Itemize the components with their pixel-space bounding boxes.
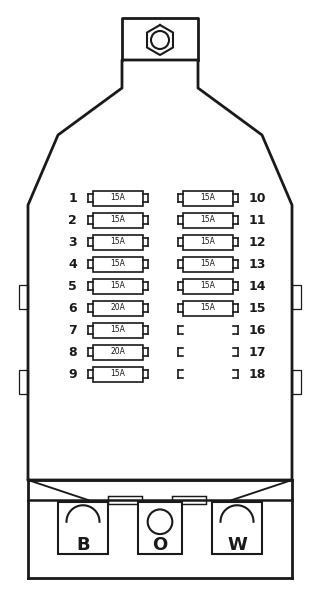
Bar — [183, 256, 233, 271]
Text: 15A: 15A — [201, 282, 215, 291]
Text: 1: 1 — [68, 192, 77, 204]
Bar — [19, 370, 28, 394]
Bar — [212, 502, 262, 554]
Text: 15A: 15A — [201, 194, 215, 203]
Text: 18: 18 — [249, 367, 266, 380]
Bar — [183, 279, 233, 294]
Text: 15A: 15A — [111, 370, 125, 379]
Bar — [93, 300, 143, 315]
Bar — [183, 191, 233, 206]
Bar — [93, 344, 143, 359]
Text: 3: 3 — [68, 236, 77, 248]
Circle shape — [148, 510, 172, 534]
Text: 15A: 15A — [201, 259, 215, 268]
Circle shape — [151, 31, 169, 49]
Text: 15A: 15A — [111, 282, 125, 291]
Text: 5: 5 — [68, 280, 77, 292]
Text: 8: 8 — [68, 346, 77, 359]
Bar — [108, 496, 142, 504]
Text: 12: 12 — [249, 236, 267, 248]
Text: 10: 10 — [249, 192, 267, 204]
Text: 13: 13 — [249, 257, 266, 271]
Bar — [93, 256, 143, 271]
Bar — [183, 235, 233, 250]
Text: 15A: 15A — [111, 215, 125, 224]
Text: 2: 2 — [68, 213, 77, 227]
Text: 11: 11 — [249, 213, 267, 227]
Text: 9: 9 — [68, 367, 77, 380]
Bar — [183, 300, 233, 315]
Text: 15: 15 — [249, 302, 267, 315]
Text: 15A: 15A — [111, 326, 125, 335]
Bar — [93, 191, 143, 206]
Text: 15A: 15A — [201, 215, 215, 224]
Bar — [93, 367, 143, 382]
Bar — [172, 496, 206, 504]
Bar — [19, 285, 28, 309]
Bar — [93, 323, 143, 338]
Bar — [183, 212, 233, 227]
Text: 20A: 20A — [111, 347, 125, 356]
Bar — [93, 279, 143, 294]
Bar — [138, 502, 182, 554]
Text: 15A: 15A — [111, 259, 125, 268]
Text: 14: 14 — [249, 280, 267, 292]
Text: 15A: 15A — [111, 194, 125, 203]
Bar — [292, 370, 301, 394]
Text: 15A: 15A — [201, 303, 215, 312]
Text: 6: 6 — [68, 302, 77, 315]
Text: 20A: 20A — [111, 303, 125, 312]
Text: 7: 7 — [68, 323, 77, 336]
Text: W: W — [227, 535, 247, 554]
Text: 15A: 15A — [111, 238, 125, 247]
Bar — [58, 502, 108, 554]
Text: 15A: 15A — [201, 238, 215, 247]
Text: O: O — [152, 535, 168, 554]
Text: 16: 16 — [249, 323, 266, 336]
Text: 17: 17 — [249, 346, 267, 359]
Bar — [93, 212, 143, 227]
Bar — [292, 285, 301, 309]
Bar — [93, 235, 143, 250]
Text: 4: 4 — [68, 257, 77, 271]
Text: B: B — [76, 535, 90, 554]
